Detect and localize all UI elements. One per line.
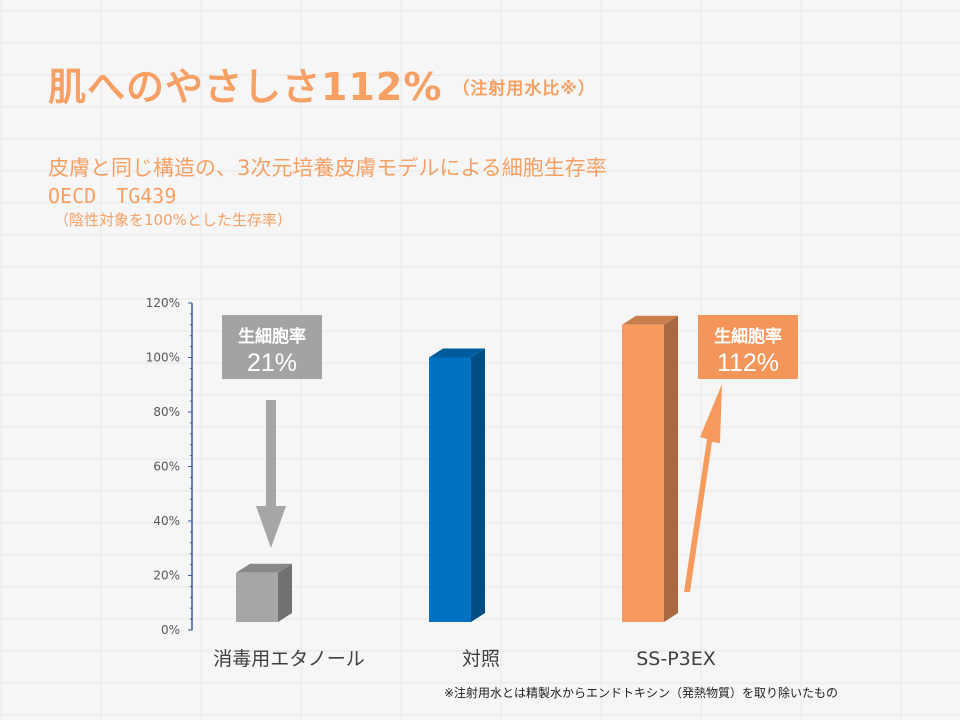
bar-side-face [471, 348, 485, 622]
test-method: OECD TG439 [48, 184, 177, 208]
down-arrow-icon [256, 400, 286, 548]
callout-value: 112% [716, 349, 780, 377]
basis-note: （陰性対象を100%とした生存率） [54, 211, 292, 229]
bar-front-face [429, 357, 471, 622]
title-note: （注射用水比※） [452, 79, 596, 99]
y-tick-label: 0% [161, 623, 180, 637]
bar-top-face [622, 315, 678, 325]
y-axis-group: 0% 20% 40% 60% 80% 100% 120% [146, 296, 193, 637]
bar-top-face [236, 563, 292, 573]
y-tick-label: 120% [146, 296, 180, 310]
bar-front-face [236, 572, 278, 622]
bar-3 [622, 315, 678, 622]
callout-title: 生細胞率 [714, 327, 782, 346]
product-survival-callout: 生細胞率 112% [698, 315, 798, 379]
y-tick-label: 20% [153, 569, 180, 583]
title-text: 肌へのやさしさ112% [48, 65, 443, 109]
y-tick-label: 80% [153, 405, 180, 419]
callout-value: 21% [246, 349, 298, 377]
callout-title: 生細胞率 [238, 327, 306, 346]
x-category-label: 消毒用エタノール [213, 648, 364, 670]
arrow-group [256, 384, 722, 592]
y-tick-label: 60% [153, 460, 180, 474]
slide-title: 肌へのやさしさ112% （注射用水比※） [48, 56, 596, 111]
x-category-label: 対照 [462, 648, 500, 670]
bar-2 [429, 348, 485, 622]
footnote: ※注射用水とは精製水からエンドトキシン（発熱物質）を取り除いたもの [444, 686, 839, 700]
bar-side-face [278, 563, 292, 622]
bar-1 [236, 563, 292, 622]
up-arrow-icon [684, 384, 722, 592]
bar-front-face [622, 324, 664, 622]
bar-top-face [429, 348, 485, 358]
bar-side-face [664, 315, 678, 622]
y-tick-label: 40% [153, 514, 180, 528]
x-category-label: SS-P3EX [636, 648, 716, 670]
category-label-group: 消毒用エタノール 対照 SS-P3EX [213, 648, 715, 670]
chart-subtitle: 皮膚と同じ構造の、3次元培養皮膚モデルによる細胞生存率 [48, 156, 607, 180]
ethanol-survival-callout: 生細胞率 21% [222, 315, 322, 379]
bar-group [236, 315, 678, 622]
y-tick-label: 100% [146, 351, 180, 365]
